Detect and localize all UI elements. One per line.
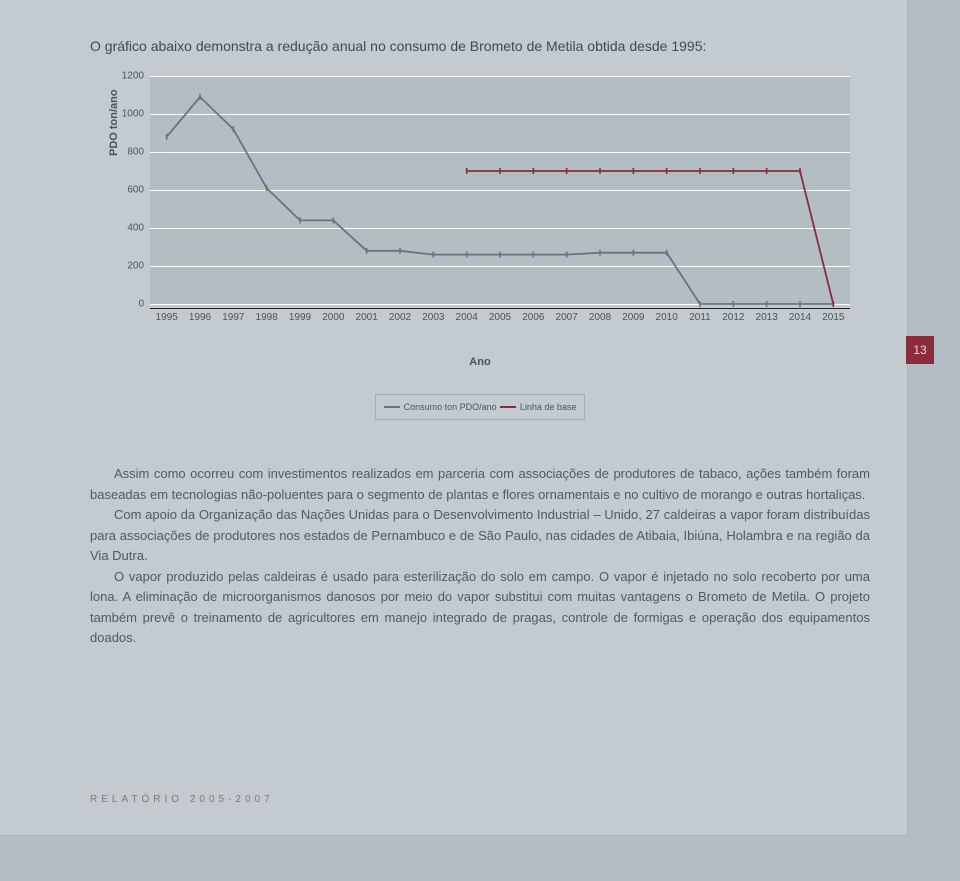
chart: PDO ton/ano 020040060080010001200 199519…	[90, 76, 870, 356]
x-tick-label: 2002	[389, 312, 411, 323]
x-tick-label: 1997	[222, 312, 244, 323]
x-axis-label: Ano	[90, 356, 870, 368]
y-tick-label: 600	[94, 185, 144, 196]
legend-label: Consumo ton PDO/ano	[404, 402, 497, 412]
x-tick-label: 2008	[589, 312, 611, 323]
y-tick-label: 0	[94, 299, 144, 310]
x-tick-label: 1995	[156, 312, 178, 323]
page-number-tab: 13	[906, 336, 934, 364]
y-tick-label: 400	[94, 223, 144, 234]
legend-item: Linha de base	[500, 402, 577, 412]
x-tick-label: 1996	[189, 312, 211, 323]
x-tick-label: 2004	[456, 312, 478, 323]
x-tick-label: 2011	[689, 312, 711, 323]
x-tick-label: 2013	[756, 312, 778, 323]
plot-area	[150, 76, 850, 304]
x-tick-label: 1998	[256, 312, 278, 323]
x-tick-label: 2014	[789, 312, 811, 323]
x-tick-label: 2009	[622, 312, 644, 323]
y-tick-label: 1000	[94, 109, 144, 120]
x-tick-label: 2003	[422, 312, 444, 323]
x-axis: 1995 1996 1997 1998 1999 2000 2001 2002 2003 2004…	[150, 308, 850, 328]
x-tick-label: 2006	[522, 312, 544, 323]
report-footer: RELATÓRIO 2005-2007	[90, 794, 274, 805]
series-line	[467, 171, 834, 304]
y-tick-label: 200	[94, 261, 144, 272]
series-line	[167, 97, 834, 304]
chart-title: O gráfico abaixo demonstra a redução anu…	[90, 38, 870, 54]
y-tick-label: 1200	[94, 71, 144, 82]
body-text: Assim como ocorreu com investimentos rea…	[90, 464, 870, 649]
x-tick-label: 2000	[322, 312, 344, 323]
legend-label: Linha de base	[520, 402, 577, 412]
x-tick-label: 2001	[356, 312, 378, 323]
x-tick-label: 2015	[822, 312, 844, 323]
chart-legend: Consumo ton PDO/ano Linha de base	[375, 394, 585, 420]
paragraph: Com apoio da Organização das Nações Unid…	[90, 505, 870, 567]
x-tick-label: 2007	[556, 312, 578, 323]
x-tick-label: 2012	[722, 312, 744, 323]
x-tick-label: 2005	[489, 312, 511, 323]
y-tick-label: 800	[94, 147, 144, 158]
x-tick-label: 1999	[289, 312, 311, 323]
legend-item: Consumo ton PDO/ano	[384, 402, 497, 412]
x-tick-label: 2010	[656, 312, 678, 323]
paragraph: Assim como ocorreu com investimentos rea…	[90, 464, 870, 505]
paragraph: O vapor produzido pelas caldeiras é usad…	[90, 567, 870, 649]
